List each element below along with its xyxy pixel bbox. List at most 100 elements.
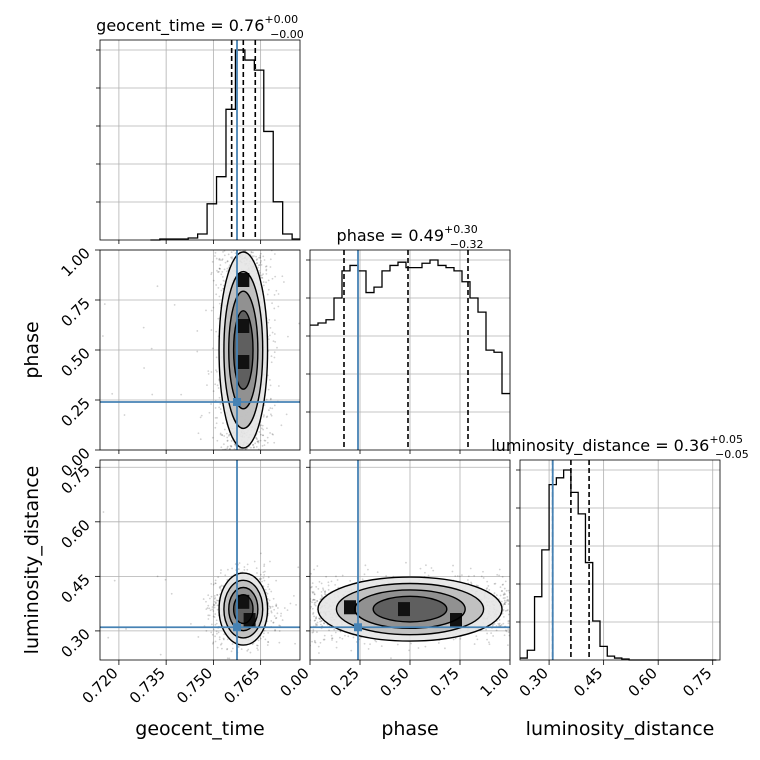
panel-geocent_time_phase-point bbox=[256, 440, 259, 443]
panel-geocent_time_phase-point bbox=[267, 321, 270, 324]
panel-geocent_time_luminosity_distance-point bbox=[263, 573, 266, 576]
panel-geocent_time_luminosity_distance-point bbox=[267, 576, 270, 579]
panel-geocent_time_phase-point bbox=[258, 431, 261, 433]
panel-geocent_time_phase-point bbox=[228, 448, 231, 450]
panel-phase_luminosity_distance-point bbox=[470, 582, 473, 585]
panel-phase_luminosity_distance-point bbox=[482, 577, 485, 579]
panel-phase_luminosity_distance-point bbox=[313, 603, 316, 606]
panel-geocent_time_phase-point bbox=[281, 275, 284, 278]
panel-phase_luminosity_distance-point bbox=[506, 596, 509, 598]
panel-phase_luminosity_distance-point bbox=[469, 567, 472, 570]
panel-geocent_time_phase-point bbox=[271, 433, 274, 435]
xtick-label-geocent_time-1: 0.735 bbox=[126, 664, 169, 707]
panel-geocent_time_phase-point bbox=[242, 250, 245, 252]
panel-geocent_time_luminosity_distance-point bbox=[219, 643, 222, 646]
panel-geocent_time_luminosity_distance-contour-3 bbox=[232, 593, 254, 625]
title-luminosity_distance-minus: −0.05 bbox=[715, 448, 749, 461]
panel-phase_luminosity_distance-point bbox=[319, 618, 322, 621]
panel-phase_luminosity_distance-point bbox=[504, 597, 506, 599]
panel-geocent_time_phase-point bbox=[222, 422, 224, 425]
panel-geocent_time_luminosity_distance-point bbox=[226, 648, 229, 650]
panel-phase_luminosity_distance-point bbox=[314, 641, 317, 644]
panel-phase_luminosity_distance-point bbox=[503, 593, 505, 596]
panel-phase_luminosity_distance-point bbox=[488, 643, 491, 646]
panel-phase_luminosity_distance-point bbox=[385, 575, 388, 577]
panel-geocent_time_phase-point bbox=[267, 409, 270, 412]
panel-geocent_time_phase-point bbox=[219, 433, 222, 436]
panel-geocent_time_phase-point bbox=[226, 447, 229, 450]
panel-geocent_time_luminosity_distance-point bbox=[280, 615, 282, 617]
panel-phase_luminosity_distance-point bbox=[313, 641, 316, 643]
panel-geocent_time_luminosity_distance-point bbox=[220, 569, 222, 571]
hist-phase-step bbox=[310, 259, 510, 395]
panel-phase_luminosity_distance-point bbox=[327, 581, 330, 584]
panel-phase_luminosity_distance-point bbox=[363, 642, 366, 645]
panel-phase_luminosity_distance-point bbox=[376, 571, 379, 574]
panel-geocent_time_luminosity_distance-point bbox=[226, 657, 229, 660]
panel-geocent_time_phase-point bbox=[265, 416, 268, 419]
panel-geocent_time_phase bbox=[99, 249, 301, 451]
panel-phase_luminosity_distance-point bbox=[319, 641, 322, 644]
panel-geocent_time_luminosity_distance-point bbox=[215, 630, 218, 633]
title-geocent_time-main: geocent_time = 0.76 bbox=[96, 16, 264, 36]
panel-phase_luminosity_distance-point bbox=[314, 617, 317, 619]
panel-geocent_time_luminosity_distance-point bbox=[269, 560, 271, 563]
panel-geocent_time_phase-point bbox=[269, 398, 272, 401]
panel-geocent_time_luminosity_distance-point bbox=[197, 636, 200, 638]
panel-geocent_time_luminosity_distance-point bbox=[210, 595, 213, 598]
panel-geocent_time_phase-point bbox=[259, 254, 262, 257]
title-phase-minus: −0.32 bbox=[450, 238, 484, 251]
panel-geocent_time_luminosity_distance-point bbox=[256, 572, 258, 574]
panel-phase_luminosity_distance-point bbox=[506, 609, 508, 612]
panel-geocent_time_phase-point bbox=[230, 256, 232, 259]
panel-phase_luminosity_distance-point bbox=[312, 611, 315, 614]
panel-phase_luminosity_distance-point bbox=[311, 601, 313, 604]
panel-geocent_time_phase-point bbox=[262, 415, 265, 418]
panel-geocent_time_phase-point bbox=[262, 281, 265, 283]
panel-geocent_time_phase-point bbox=[215, 370, 218, 373]
panel-geocent_time_luminosity_distance-point bbox=[277, 607, 279, 609]
panel-geocent_time_phase-point bbox=[267, 288, 270, 291]
panel-geocent_time_luminosity_distance-point bbox=[214, 623, 217, 626]
panel-geocent_time_luminosity_distance-point bbox=[207, 594, 210, 597]
panel-geocent_time_phase-point bbox=[210, 273, 213, 276]
panel-geocent_time_phase-point bbox=[269, 413, 272, 416]
panel-phase_luminosity_distance-truth-marker bbox=[354, 623, 362, 632]
panel-geocent_time_phase-point bbox=[255, 259, 258, 261]
panel-geocent_time_luminosity_distance-point bbox=[217, 576, 220, 579]
panel-geocent_time_phase-point bbox=[262, 255, 265, 258]
panel-phase_luminosity_distance-point bbox=[444, 647, 446, 650]
panel-geocent_time_phase-point bbox=[218, 396, 221, 399]
panel-geocent_time_phase-point bbox=[218, 257, 221, 260]
panel-geocent_time_phase-point bbox=[221, 434, 224, 437]
panel-geocent_time_phase-point bbox=[229, 448, 231, 450]
panel-phase_luminosity_distance-point bbox=[339, 663, 341, 665]
panel-geocent_time_luminosity_distance-point bbox=[262, 571, 265, 574]
panel-phase_luminosity_distance-point bbox=[502, 593, 505, 596]
panel-geocent_time_luminosity_distance-point bbox=[249, 651, 252, 654]
panel-geocent_time_phase-point bbox=[261, 444, 264, 447]
panel-geocent_time_phase-point bbox=[287, 335, 289, 338]
panel-geocent_time_phase-point bbox=[261, 277, 264, 279]
panel-phase_luminosity_distance-point bbox=[312, 613, 314, 615]
panel-phase_luminosity_distance-point bbox=[315, 623, 318, 626]
panel-geocent_time_luminosity_distance-point bbox=[212, 610, 215, 612]
panel-geocent_time_phase-point bbox=[218, 258, 221, 261]
ylabel-phase: phase bbox=[21, 321, 43, 378]
panel-phase_luminosity_distance-content bbox=[310, 460, 510, 665]
panel-phase_luminosity_distance-point bbox=[320, 582, 323, 585]
panel-geocent_time_phase-point bbox=[269, 407, 272, 409]
panel-phase_luminosity_distance-point bbox=[369, 643, 371, 646]
panel-phase_luminosity_distance-point bbox=[502, 622, 505, 625]
panel-geocent_time_luminosity_distance-point bbox=[272, 597, 275, 600]
panel-geocent_time_luminosity_distance-point bbox=[226, 648, 228, 651]
panel-geocent_time_luminosity_distance-point bbox=[262, 576, 265, 579]
panel-phase_luminosity_distance-point bbox=[495, 594, 498, 597]
panel-phase_luminosity_distance-point bbox=[427, 574, 430, 577]
panel-phase_luminosity_distance-point bbox=[459, 637, 462, 640]
panel-phase_luminosity_distance-point bbox=[500, 590, 503, 592]
panel-geocent_time_luminosity_distance-point bbox=[125, 628, 127, 630]
panel-phase_luminosity_distance-point bbox=[503, 602, 506, 605]
panel-geocent_time_luminosity_distance-point bbox=[263, 570, 266, 573]
